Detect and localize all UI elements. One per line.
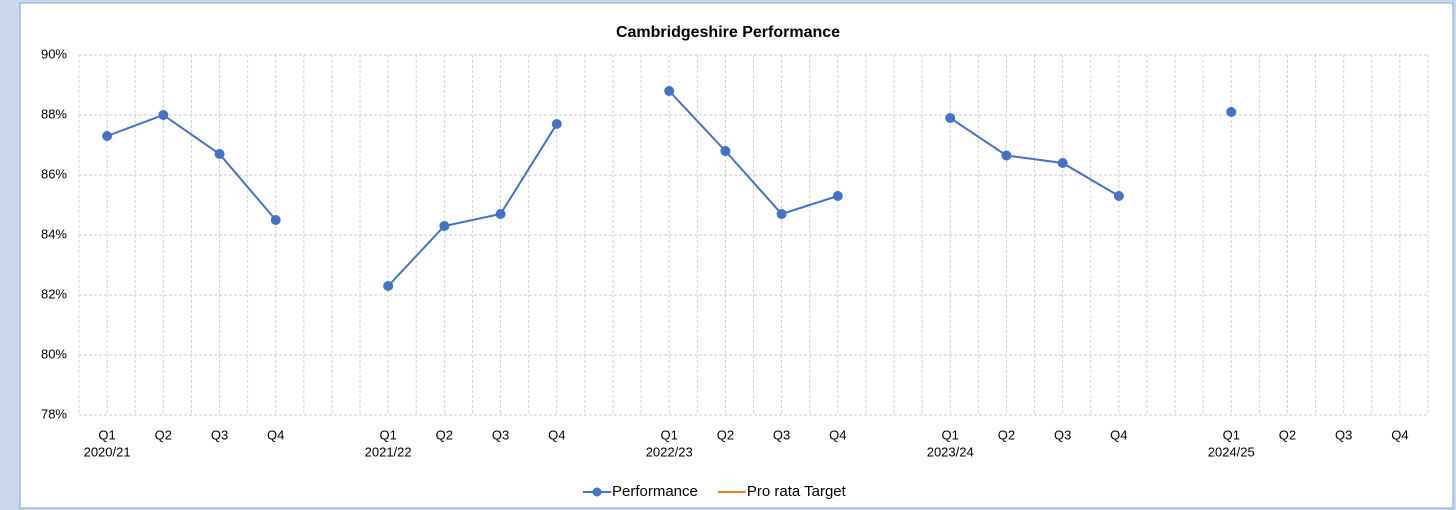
y-tick-label: 82%	[41, 286, 67, 301]
x-group-label: 2021/22	[365, 444, 412, 459]
x-group-label: 2022/23	[646, 444, 693, 459]
y-tick-label: 80%	[41, 346, 67, 361]
y-tick-label: 84%	[41, 226, 67, 241]
x-tick-label: Q4	[267, 427, 284, 442]
y-tick-label: 88%	[41, 106, 67, 121]
x-tick-label: Q4	[1391, 427, 1408, 442]
legend-label: Performance	[612, 483, 698, 500]
legend-marker	[592, 487, 602, 497]
x-tick-label: Q1	[98, 427, 115, 442]
data-point	[158, 110, 169, 120]
x-tick-label: Q3	[1054, 427, 1071, 442]
x-tick-label: Q4	[548, 427, 565, 442]
x-tick-label: Q1	[379, 427, 396, 442]
series-line	[106, 113, 277, 221]
x-tick-label: Q3	[211, 427, 228, 442]
x-tick-label: Q4	[1110, 427, 1127, 442]
data-point	[383, 281, 394, 291]
data-point	[551, 119, 562, 129]
series-line	[668, 90, 839, 216]
chart-title: Cambridgeshire Performance	[616, 24, 840, 41]
data-point	[214, 149, 225, 159]
data-point	[495, 209, 506, 219]
x-tick-label: Q1	[1223, 427, 1240, 442]
y-tick-label: 90%	[41, 46, 67, 61]
x-tick-label: Q1	[942, 427, 959, 442]
chart-area	[19, 2, 1454, 509]
data-point	[1226, 107, 1237, 117]
data-point	[720, 146, 731, 156]
x-group-label: 2023/24	[927, 444, 974, 459]
data-point	[439, 221, 450, 231]
x-group-label: 2024/25	[1208, 444, 1255, 459]
data-point	[945, 113, 956, 123]
data-point	[1057, 158, 1068, 168]
x-tick-label: Q3	[1335, 427, 1352, 442]
data-point	[776, 209, 787, 219]
x-tick-label: Q3	[773, 427, 790, 442]
x-tick-label: Q2	[155, 427, 172, 442]
x-tick-label: Q3	[492, 427, 509, 442]
data-point	[664, 86, 675, 96]
data-point	[102, 131, 113, 141]
data-point	[832, 191, 843, 201]
series-line	[949, 117, 1120, 197]
x-tick-label: Q2	[436, 427, 453, 442]
x-tick-label: Q4	[829, 427, 846, 442]
x-tick-label: Q2	[717, 427, 734, 442]
series-line	[387, 123, 558, 287]
x-group-label: 2020/21	[84, 444, 131, 459]
data-point	[1001, 150, 1012, 161]
y-tick-label: 86%	[41, 166, 67, 181]
data-point	[270, 215, 281, 225]
y-tick-label: 78%	[41, 406, 67, 421]
legend-label: Pro rata Target	[747, 483, 847, 500]
x-tick-label: Q1	[661, 427, 678, 442]
x-tick-label: Q2	[998, 427, 1015, 442]
data-point	[1113, 191, 1124, 201]
x-tick-label: Q2	[1279, 427, 1296, 442]
